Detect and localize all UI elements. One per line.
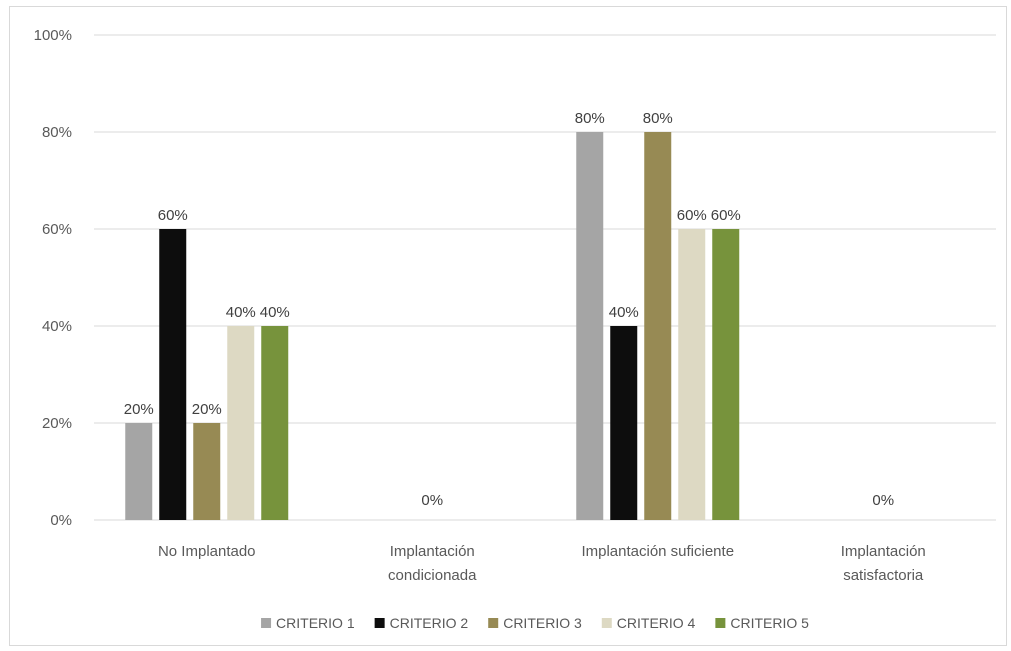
bar [261, 326, 289, 520]
data-label: 80% [575, 110, 605, 127]
bar [610, 326, 638, 520]
data-label: 20% [192, 401, 222, 418]
bar [712, 229, 740, 520]
bar [193, 423, 221, 520]
data-label: 40% [226, 304, 256, 321]
x-tick-label: Implantación [390, 543, 475, 560]
legend-item: CRITERIO 5 [715, 615, 809, 631]
legend-label: CRITERIO 4 [617, 615, 696, 631]
bar [644, 132, 672, 520]
legend-swatch [374, 618, 385, 628]
bar [125, 423, 153, 520]
legend-label: CRITERIO 3 [503, 615, 582, 631]
legend-item: CRITERIO 3 [488, 615, 582, 631]
bar-chart: 0%20%40%60%80%100% 20%60%20%40% 40%0%80%4… [34, 27, 996, 631]
data-labels: 20%60%20%40% 40%0%80%40%80%60% 60%0% [124, 110, 894, 509]
legend-label: CRITERIO 2 [390, 615, 469, 631]
legend-item: CRITERIO 4 [601, 615, 696, 631]
y-tick-label: 20% [42, 415, 72, 432]
x-axis-labels: No Implantado Implantación condicionada Imp… [158, 543, 926, 584]
chart-frame: 0% 20% 40% 60% 80% 100% 20% 60% 20% 40% 40% 0% 80% 4… [9, 6, 1007, 646]
y-tick-label: 0% [50, 512, 72, 529]
x-tick-label: Implantación suficiente [581, 543, 734, 560]
legend-item: CRITERIO 1 [261, 615, 355, 631]
legend-label: CRITERIO 1 [276, 615, 355, 631]
data-label: 40% [260, 304, 290, 321]
y-tick-label: 60% [42, 221, 72, 238]
y-axis-ticks: 0% 20% 40% 60% 80% 100% [34, 27, 72, 529]
legend-label: CRITERIO 5 [730, 615, 809, 631]
data-label: 80% [643, 110, 673, 127]
bar [227, 326, 255, 520]
bars [125, 132, 740, 520]
legend: CRITERIO 1 CRITERIO 2 CRITERIO 3 CRITERIO 4… [261, 615, 809, 631]
data-label: 0% [421, 492, 443, 509]
data-label: 20% [124, 401, 154, 418]
x-tick-label: No Implantado [158, 543, 256, 560]
data-label: 0% [872, 492, 894, 509]
y-tick-label: 40% [42, 318, 72, 335]
legend-swatch [261, 618, 272, 628]
bar [576, 132, 604, 520]
data-label: 60% [711, 207, 741, 224]
bar [678, 229, 706, 520]
data-label: 60% [677, 207, 707, 224]
legend-item: CRITERIO 2 [374, 615, 469, 631]
data-label: 60% [158, 207, 188, 224]
x-tick-label: satisfactoria [843, 567, 924, 584]
data-label: 40% [609, 304, 639, 321]
legend-swatch [488, 618, 499, 628]
y-tick-label: 80% [42, 124, 72, 141]
bar [159, 229, 187, 520]
x-tick-label: Implantación [841, 543, 926, 560]
legend-swatch [601, 618, 612, 628]
x-tick-label: condicionada [388, 567, 477, 584]
legend-swatch [715, 618, 726, 628]
y-tick-label: 100% [34, 27, 72, 44]
